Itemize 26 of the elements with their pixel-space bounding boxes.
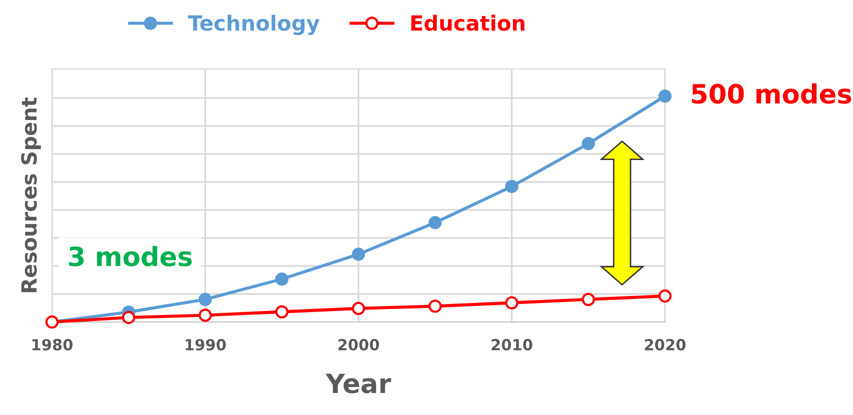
point	[352, 302, 366, 316]
annotation: 500 modes	[692, 83, 852, 104]
point	[505, 180, 518, 194]
point	[198, 308, 212, 322]
x-tick-label: 1980	[32, 338, 73, 350]
point	[428, 300, 442, 313]
point	[658, 289, 672, 303]
point	[198, 292, 212, 306]
point	[658, 90, 672, 103]
x-tick-label: 2010	[492, 338, 532, 350]
x-tick-label: 1990	[186, 338, 226, 350]
point	[428, 216, 442, 230]
x-tick-label: 2000	[338, 338, 380, 350]
x-axis-title: Year	[326, 374, 392, 394]
point	[505, 296, 518, 310]
annotation: 3 modes	[69, 246, 192, 266]
point	[122, 310, 136, 324]
legend-label: Education	[411, 14, 524, 31]
point	[582, 292, 595, 306]
legend-label: Technology	[188, 14, 320, 36]
x-tick-label: 2020	[644, 338, 686, 350]
y-axis-title: Resources Spent	[21, 97, 41, 292]
point	[582, 136, 595, 150]
point	[352, 248, 366, 261]
point	[275, 272, 288, 286]
point	[275, 305, 288, 318]
